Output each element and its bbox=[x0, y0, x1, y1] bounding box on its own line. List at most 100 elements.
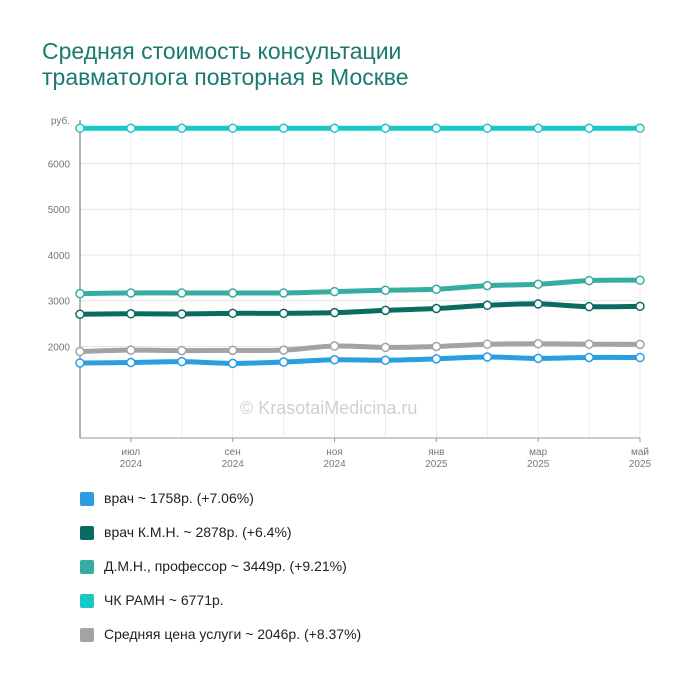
data-point bbox=[278, 123, 289, 133]
chart-title-line2: травматолога повторная в Москве bbox=[42, 64, 409, 90]
data-point bbox=[177, 123, 187, 133]
series-line bbox=[77, 277, 643, 297]
data-point bbox=[380, 355, 391, 365]
x-tick-label-year: 2025 bbox=[527, 459, 550, 470]
series-line bbox=[77, 301, 643, 317]
data-point bbox=[635, 339, 645, 350]
data-point bbox=[227, 308, 238, 319]
data-point bbox=[482, 352, 493, 362]
data-point bbox=[380, 342, 391, 353]
chart-title-line1: Средняя стоимость консультации bbox=[42, 38, 402, 64]
data-point bbox=[584, 352, 594, 363]
data-point bbox=[635, 301, 645, 312]
x-tick-label-month: июл bbox=[122, 447, 141, 458]
data-point bbox=[278, 345, 289, 355]
data-point bbox=[177, 288, 187, 298]
x-tick-label-year: 2025 bbox=[425, 459, 448, 470]
data-point bbox=[227, 345, 238, 356]
y-tick-label: 2000 bbox=[48, 342, 71, 353]
data-point bbox=[126, 123, 136, 133]
data-point bbox=[431, 284, 442, 295]
series-2 bbox=[75, 275, 645, 299]
data-point bbox=[75, 358, 85, 368]
legend-label: врач К.М.Н. ~ 2878р. (+6.4%) bbox=[104, 524, 292, 540]
data-point bbox=[329, 341, 340, 351]
data-point bbox=[227, 288, 238, 298]
data-point bbox=[482, 280, 493, 291]
data-point bbox=[380, 305, 391, 316]
data-point bbox=[227, 123, 238, 133]
x-tick-label-month: сен bbox=[225, 447, 241, 458]
data-point bbox=[431, 123, 442, 133]
series-4 bbox=[75, 338, 645, 357]
series-0 bbox=[75, 352, 645, 369]
data-point bbox=[584, 339, 594, 349]
legend-label: Средняя цена услуги ~ 2046р. (+8.37%) bbox=[104, 626, 362, 642]
legend-swatch bbox=[80, 492, 94, 506]
data-point bbox=[329, 355, 340, 365]
x-tick-label-month: янв bbox=[428, 447, 444, 458]
data-point bbox=[329, 307, 340, 318]
data-point bbox=[177, 356, 187, 367]
data-point bbox=[533, 338, 543, 349]
data-point bbox=[380, 123, 391, 133]
data-point bbox=[635, 275, 645, 285]
data-point bbox=[278, 308, 289, 319]
data-point bbox=[278, 288, 289, 298]
y-tick-label: 4000 bbox=[48, 251, 71, 262]
y-tick-label: 6000 bbox=[48, 159, 71, 170]
data-point bbox=[482, 300, 493, 311]
data-point bbox=[227, 358, 238, 369]
data-point bbox=[431, 303, 442, 314]
data-point bbox=[482, 339, 493, 349]
x-tick-label-year: 2024 bbox=[222, 459, 245, 470]
data-point bbox=[584, 123, 594, 133]
data-point bbox=[533, 279, 543, 290]
line-chart: 20003000400050006000руб.июл2024сен2024но… bbox=[48, 115, 652, 470]
chart-title: Средняя стоимость консультации травматол… bbox=[42, 38, 642, 90]
y-tick-label: 5000 bbox=[48, 205, 71, 216]
data-point bbox=[533, 299, 543, 309]
data-point bbox=[533, 123, 543, 133]
data-point bbox=[584, 301, 594, 312]
data-point bbox=[635, 352, 645, 363]
series-1 bbox=[75, 299, 645, 319]
data-point bbox=[431, 354, 442, 364]
x-tick-label-month: май bbox=[631, 447, 649, 458]
series-line bbox=[77, 341, 643, 355]
watermark: © KrasotaiMedicina.ru bbox=[240, 398, 418, 418]
series-line bbox=[77, 354, 643, 366]
data-point bbox=[380, 285, 391, 295]
legend-swatch bbox=[80, 526, 94, 540]
data-point bbox=[278, 357, 289, 367]
data-point bbox=[635, 123, 645, 133]
data-point bbox=[177, 345, 187, 356]
x-tick-label-year: 2024 bbox=[323, 459, 346, 470]
x-tick-label-year: 2025 bbox=[629, 459, 652, 470]
legend-swatch bbox=[80, 560, 94, 574]
legend-label: ЧК РАМН ~ 6771р. bbox=[104, 592, 224, 608]
x-tick-label-month: ноя bbox=[326, 447, 343, 458]
data-point bbox=[482, 123, 493, 133]
data-point bbox=[431, 341, 442, 352]
legend-label: врач ~ 1758р. (+7.06%) bbox=[104, 490, 254, 506]
data-point bbox=[329, 286, 340, 297]
data-point bbox=[177, 309, 187, 319]
legend-label: Д.М.Н., профессор ~ 3449р. (+9.21%) bbox=[104, 558, 347, 574]
legend-swatch bbox=[80, 628, 94, 642]
x-tick-label-month: мар bbox=[529, 447, 547, 458]
x-tick-label-year: 2024 bbox=[120, 459, 143, 470]
y-tick-label: 3000 bbox=[48, 297, 71, 308]
data-point bbox=[75, 309, 85, 319]
data-point bbox=[533, 353, 543, 364]
legend-swatch bbox=[80, 594, 94, 608]
data-point bbox=[126, 309, 136, 319]
data-point bbox=[75, 346, 85, 357]
data-point bbox=[75, 123, 85, 133]
y-unit-label: руб. bbox=[51, 115, 70, 127]
data-point bbox=[584, 275, 594, 286]
data-point bbox=[126, 288, 136, 298]
data-point bbox=[126, 345, 136, 355]
series-3 bbox=[75, 123, 645, 133]
data-point bbox=[75, 288, 85, 299]
